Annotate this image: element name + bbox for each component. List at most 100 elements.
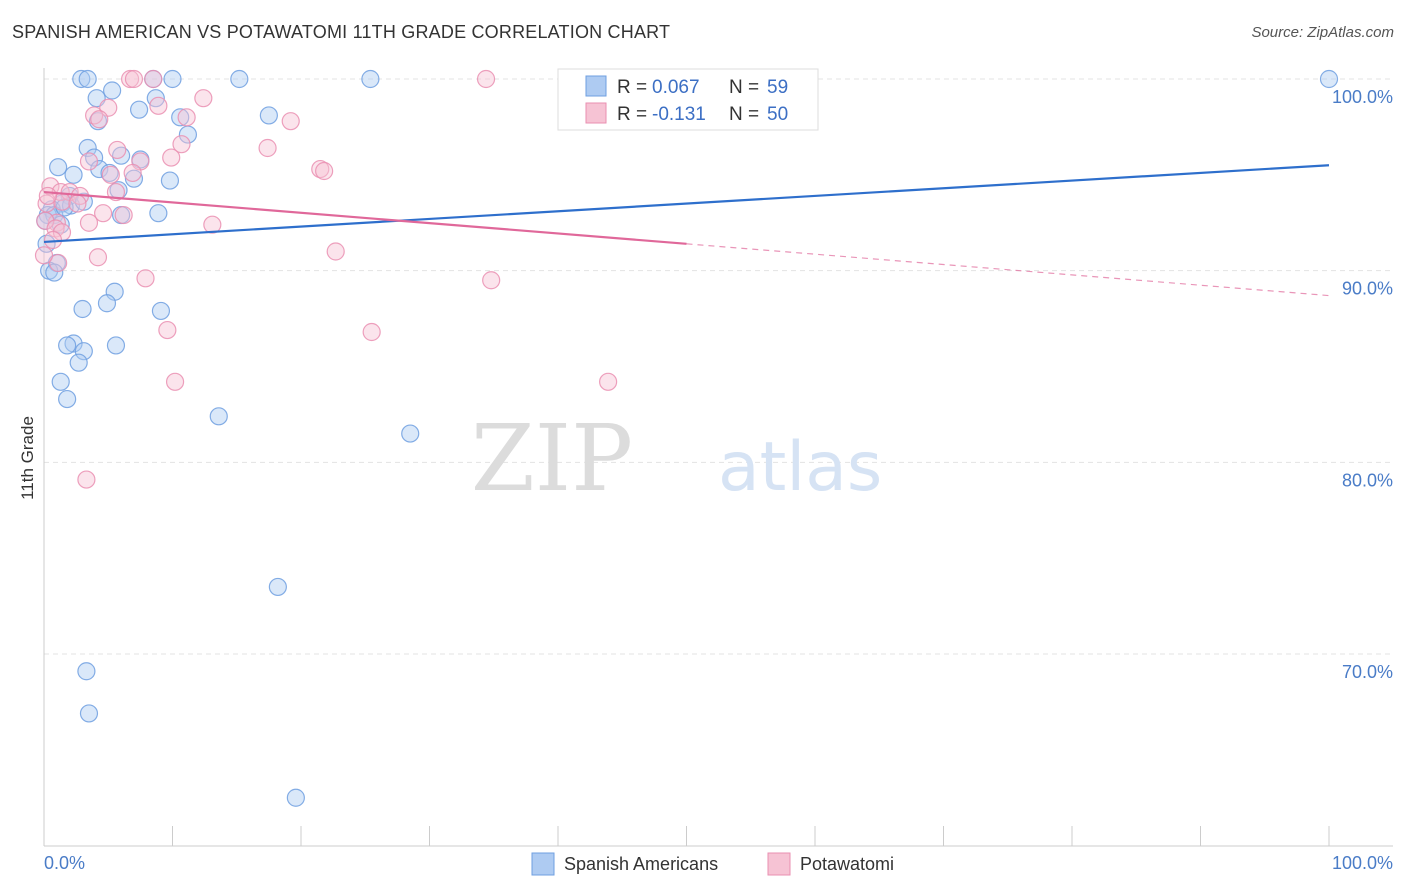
legend: R = 0.067 N = 59 R = -0.131 N = 50 [557, 68, 819, 131]
point-spanish-americans [73, 299, 92, 319]
point-potawatomi [281, 112, 300, 131]
bottom-legend-label-spanish-americans: Spanish Americans [564, 854, 718, 874]
point-spanish-americans [286, 788, 305, 807]
trend-line-solid-1 [43, 190, 687, 245]
x-tick-label-right: 100.0% [1332, 853, 1393, 873]
point-potawatomi [258, 138, 277, 158]
y-tick-label: 70.0% [1342, 662, 1393, 682]
point-spanish-americans [58, 389, 77, 409]
trend-lines [43, 164, 1330, 297]
axes [43, 68, 1393, 847]
point-spanish-americans [72, 69, 91, 89]
point-potawatomi [172, 135, 191, 154]
point-spanish-americans [401, 424, 420, 443]
bottom-legend: Spanish Americans Potawatomi [531, 852, 894, 876]
point-spanish-americans [163, 69, 182, 89]
point-spanish-americans [230, 69, 249, 89]
point-potawatomi [149, 96, 168, 115]
point-potawatomi [177, 108, 196, 127]
point-potawatomi [79, 152, 99, 171]
legend-n-label-blue: N = [729, 77, 759, 98]
point-potawatomi [123, 163, 142, 183]
bottom-legend-swatch-blue [531, 852, 555, 876]
point-spanish-americans [103, 81, 122, 100]
gridlines [44, 78, 1393, 655]
point-potawatomi [94, 204, 113, 223]
point-spanish-americans [49, 158, 68, 177]
point-potawatomi [68, 194, 87, 213]
point-spanish-americans [209, 407, 228, 426]
point-potawatomi [194, 89, 213, 108]
legend-r-value-pink: -0.131 [652, 104, 706, 125]
point-spanish-americans [74, 342, 93, 361]
point-spanish-americans [58, 336, 77, 355]
watermark-atlas: atlas [718, 428, 882, 507]
bottom-legend-label-potawatomi: Potawatomi [800, 854, 894, 874]
point-spanish-americans [78, 69, 97, 89]
point-spanish-americans [151, 301, 171, 321]
point-potawatomi [136, 269, 155, 288]
y-tick-label: 100.0% [1332, 87, 1393, 107]
point-potawatomi [326, 242, 345, 261]
point-spanish-americans [64, 334, 83, 353]
point-spanish-americans [106, 336, 126, 355]
point-spanish-americans [268, 577, 287, 597]
point-potawatomi [49, 253, 68, 273]
point-potawatomi [47, 213, 66, 232]
legend-r-value-blue: 0.067 [652, 77, 700, 98]
y-tick-label: 90.0% [1342, 279, 1393, 299]
point-spanish-americans [160, 171, 180, 190]
point-spanish-americans [69, 353, 88, 372]
point-potawatomi [203, 215, 222, 234]
point-potawatomi [599, 372, 618, 391]
watermark-zip: ZIP [471, 405, 633, 512]
point-potawatomi [120, 69, 140, 89]
point-potawatomi [158, 320, 177, 340]
point-potawatomi [114, 205, 133, 225]
legend-n-value-blue: 59 [767, 77, 788, 98]
y-axis-label: 11th Grade [18, 416, 37, 500]
point-spanish-americans [79, 704, 99, 723]
point-potawatomi [124, 69, 144, 89]
legend-r-label-pink: R = [617, 104, 647, 125]
point-potawatomi [165, 372, 185, 391]
series-potawatomi [34, 69, 618, 489]
point-potawatomi [315, 161, 334, 181]
point-spanish-americans [78, 138, 97, 158]
point-potawatomi [36, 211, 55, 230]
y-tick-labels: 70.0% 80.0% 90.0% 100.0% [1332, 87, 1393, 682]
point-spanish-americans [90, 159, 109, 179]
chart-title: SPANISH AMERICAN VS POTAWATOMI 11TH GRAD… [12, 22, 671, 42]
point-spanish-americans [149, 204, 168, 223]
point-potawatomi [106, 182, 126, 202]
point-potawatomi [88, 248, 108, 267]
series-spanish-americans [36, 69, 1339, 807]
point-spanish-americans [124, 169, 144, 188]
point-potawatomi [77, 470, 96, 489]
x-tick-labels: 0.0% 100.0% [44, 853, 1393, 873]
point-spanish-americans [361, 69, 380, 89]
point-potawatomi [38, 186, 57, 206]
point-spanish-americans [45, 263, 64, 282]
source-credit: Source: ZipAtlas.com [1251, 24, 1394, 41]
point-spanish-americans [51, 372, 70, 391]
point-potawatomi [79, 213, 99, 232]
trend-line-0 [43, 164, 1330, 244]
legend-swatch-pink [585, 102, 607, 124]
x-tick-label-left: 0.0% [44, 853, 85, 873]
point-potawatomi [362, 322, 381, 342]
legend-n-label-pink: N = [729, 104, 759, 125]
point-potawatomi [34, 246, 54, 265]
point-spanish-americans [97, 294, 117, 313]
point-potawatomi [90, 110, 109, 129]
point-potawatomi [144, 69, 163, 89]
legend-n-value-pink: 50 [767, 104, 788, 125]
point-spanish-americans [171, 108, 190, 127]
legend-swatch-blue [585, 75, 607, 97]
point-spanish-americans [259, 106, 278, 125]
point-potawatomi [162, 148, 181, 167]
point-potawatomi [108, 140, 127, 160]
point-spanish-americans [129, 100, 149, 119]
point-potawatomi [482, 271, 501, 290]
